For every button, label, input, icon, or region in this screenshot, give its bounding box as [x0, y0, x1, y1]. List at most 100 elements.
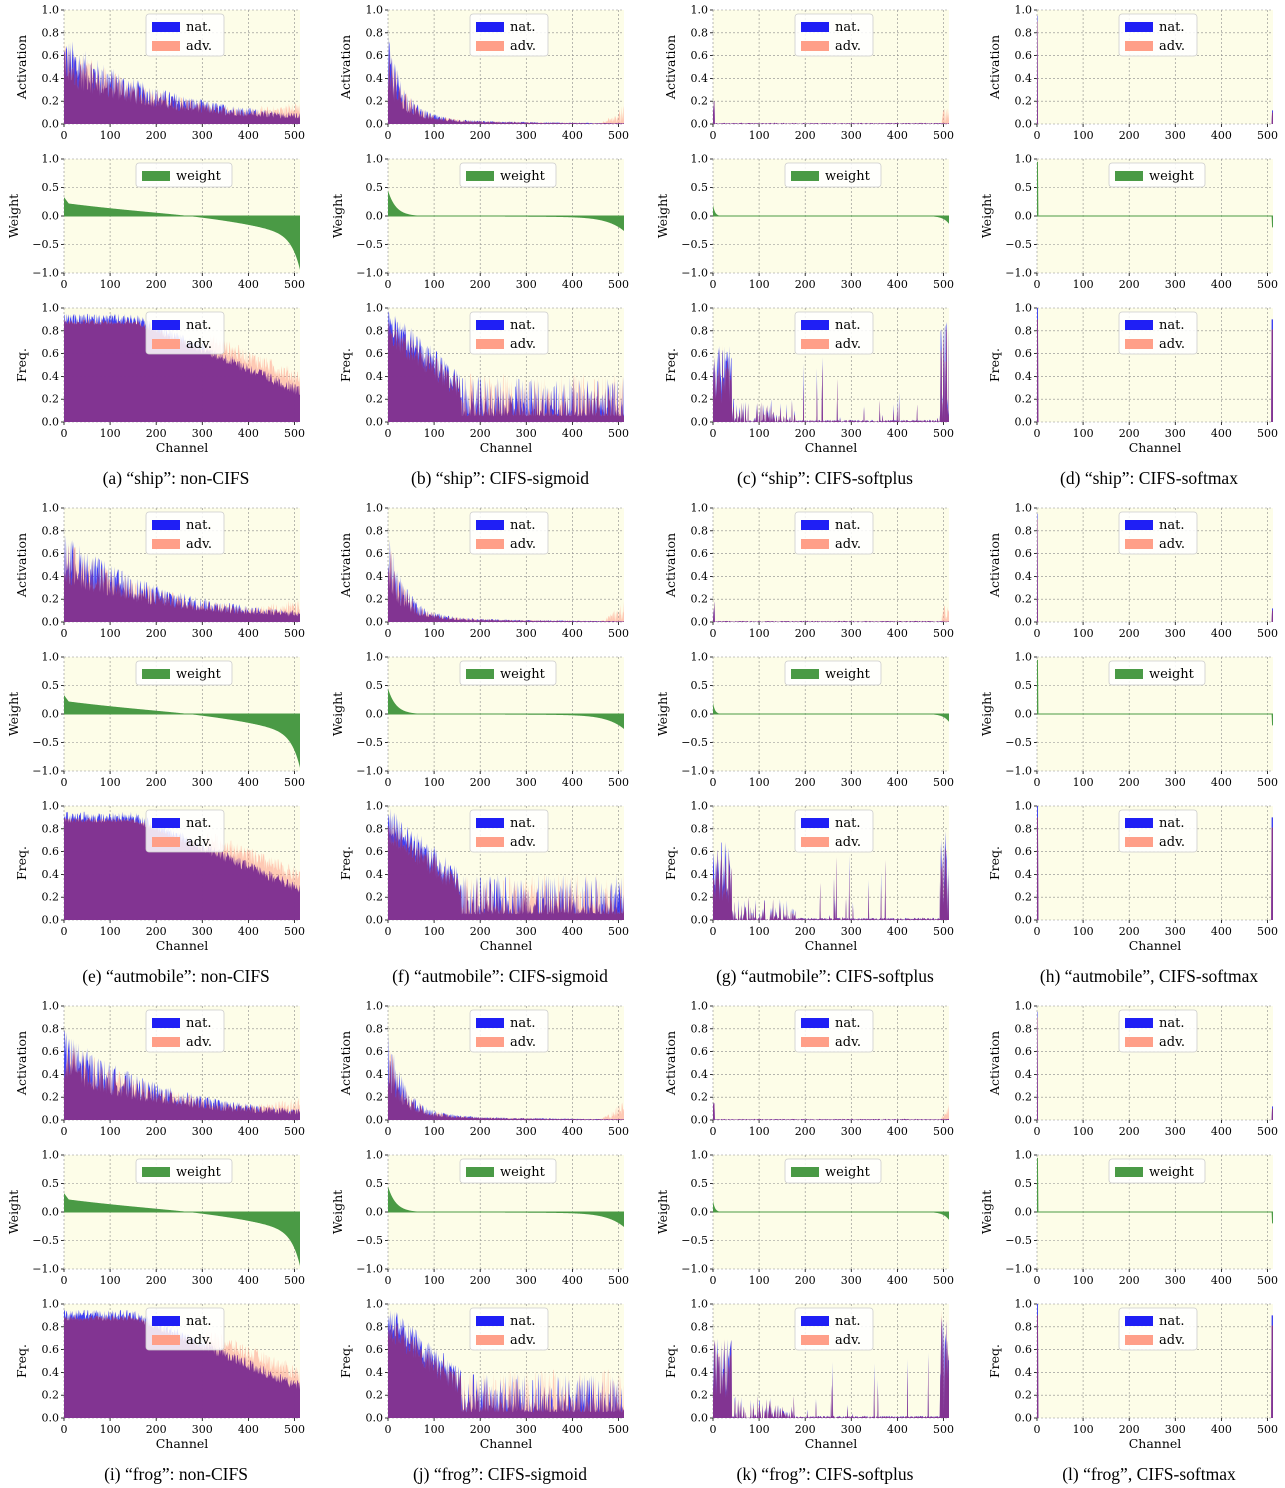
x-tick-label: 100: [749, 627, 770, 640]
x-tick-label: 300: [192, 427, 213, 440]
y-tick-label: 0.8: [42, 1022, 60, 1035]
nat-legend-swatch: [476, 22, 504, 32]
x-tick-label: 400: [238, 129, 259, 142]
x-tick-label: 300: [516, 278, 537, 291]
weight-legend-swatch: [466, 669, 494, 679]
y-tick-label: 0.0: [1015, 416, 1033, 429]
freq-y-label: Freq.: [987, 846, 1002, 880]
overlap-activation-area: [64, 49, 300, 124]
x-tick-label: 500: [1257, 776, 1278, 789]
x-tick-label: 100: [100, 627, 121, 640]
x-tick-label: 500: [1257, 1125, 1278, 1138]
x-tick-label: 100: [1073, 1125, 1094, 1138]
y-tick-label: 0.6: [1015, 1343, 1033, 1356]
freq-y-label: Freq.: [663, 348, 678, 382]
adv-legend-swatch: [476, 1037, 504, 1047]
x-tick-label: 300: [841, 776, 862, 789]
activation-y-label: Activation: [338, 1031, 353, 1096]
y-tick-label: 1.0: [691, 651, 709, 664]
y-tick-label: 0.2: [42, 95, 60, 108]
x-tick-label: 100: [749, 427, 770, 440]
adv-legend-swatch: [476, 539, 504, 549]
x-tick-label: 200: [146, 627, 167, 640]
x-tick-label: 500: [608, 1274, 629, 1287]
y-tick-label: 0.4: [42, 1068, 60, 1081]
adv-legend-label: adv.: [1159, 1333, 1185, 1348]
y-tick-label: 0.6: [42, 547, 60, 560]
x-tick-label: 200: [795, 129, 816, 142]
panel-b: 0.00.20.40.60.81.00 100 200 300 400 500nat.ad…: [330, 4, 629, 489]
x-tick-label: 200: [795, 627, 816, 640]
y-tick-label: 1.0: [691, 4, 709, 17]
x-tick-label: 500: [933, 427, 954, 440]
adv-legend-swatch: [801, 41, 829, 51]
y-tick-label: 0.8: [1015, 822, 1033, 835]
y-tick-label: 0.2: [1015, 393, 1033, 406]
x-axis-label: Channel: [1129, 440, 1182, 455]
x-tick-label: 0: [385, 627, 392, 640]
y-tick-label: 0.5: [366, 1177, 384, 1190]
y-tick-label: 1.0: [366, 4, 384, 17]
x-tick-label: 300: [192, 1423, 213, 1436]
x-tick-label: 0: [710, 627, 717, 640]
x-tick-label: 400: [1211, 1274, 1232, 1287]
x-tick-label: 200: [470, 129, 491, 142]
y-tick-label: 1.0: [42, 800, 60, 813]
freq-y-label: Freq.: [14, 1344, 29, 1378]
x-tick-label: 500: [933, 1125, 954, 1138]
x-tick-label: 0: [710, 427, 717, 440]
y-tick-label: 0.5: [1015, 1177, 1033, 1190]
x-axis-label: Channel: [480, 440, 533, 455]
freq-y-label: Freq.: [987, 1344, 1002, 1378]
y-tick-label: 0.6: [366, 347, 384, 360]
y-tick-label: 0.4: [42, 370, 60, 383]
weight-y-label: Weight: [979, 194, 994, 238]
x-tick-label: 300: [516, 925, 537, 938]
y-tick-label: 0.0: [366, 1412, 384, 1425]
x-tick-label: 200: [795, 1423, 816, 1436]
x-tick-label: 400: [1211, 129, 1232, 142]
nat-legend-label: nat.: [1159, 20, 1184, 35]
overlap-activation-area: [388, 1054, 624, 1120]
y-tick-label: 1.0: [1015, 302, 1033, 315]
y-tick-label: 1.0: [366, 1000, 384, 1013]
y-tick-label: 1.0: [691, 1149, 709, 1162]
adv-legend-label: adv.: [510, 337, 536, 352]
x-tick-label: 100: [1073, 1274, 1094, 1287]
panel-g: 0.00.20.40.60.81.00 100 200 300 400 500nat.ad…: [655, 502, 954, 987]
x-tick-label: 0: [1034, 129, 1041, 142]
x-tick-label: 300: [1165, 925, 1186, 938]
nat-legend-label: nat.: [835, 816, 860, 831]
x-tick-label: 100: [100, 1423, 121, 1436]
y-tick-label: 0.4: [1015, 570, 1033, 583]
nat-legend-label: nat.: [186, 518, 211, 533]
y-tick-label: 1.0: [366, 153, 384, 166]
weight-legend-swatch: [142, 1167, 170, 1177]
y-tick-label: 0.2: [691, 95, 709, 108]
nat-legend-label: nat.: [835, 20, 860, 35]
y-tick-label: 0.2: [42, 593, 60, 606]
overlap-activation-area: [64, 545, 300, 622]
panel-caption: (g) “autmobile”: CIFS-softplus: [716, 966, 934, 986]
x-tick-label: 200: [470, 427, 491, 440]
x-tick-label: 400: [887, 278, 908, 291]
weight-legend-label: weight: [1149, 667, 1195, 682]
x-tick-label: 0: [710, 1274, 717, 1287]
adv-legend-label: adv.: [186, 1333, 212, 1348]
x-tick-label: 0: [1034, 1423, 1041, 1436]
y-tick-label: 0.0: [42, 708, 60, 721]
x-tick-label: 300: [841, 129, 862, 142]
y-tick-label: 1.0: [42, 1149, 60, 1162]
x-tick-label: 400: [562, 129, 583, 142]
adv-legend-label: adv.: [510, 537, 536, 552]
x-tick-label: 300: [1165, 129, 1186, 142]
x-tick-label: 100: [1073, 776, 1094, 789]
weight-legend-swatch: [142, 171, 170, 181]
x-tick-label: 100: [749, 1125, 770, 1138]
y-tick-label: 0.2: [691, 593, 709, 606]
x-tick-label: 500: [608, 776, 629, 789]
y-tick-label: 0.8: [1015, 26, 1033, 39]
x-tick-label: 400: [887, 1274, 908, 1287]
y-tick-label: −1.0: [356, 1263, 383, 1276]
x-tick-label: 400: [238, 925, 259, 938]
